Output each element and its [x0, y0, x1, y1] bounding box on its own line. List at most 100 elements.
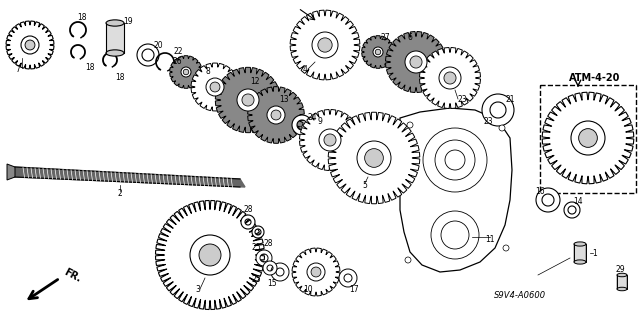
Circle shape: [25, 40, 35, 50]
Polygon shape: [542, 92, 634, 184]
Text: 26: 26: [172, 58, 182, 67]
Text: 17: 17: [349, 285, 359, 294]
Polygon shape: [290, 10, 360, 80]
Circle shape: [365, 149, 383, 167]
Circle shape: [312, 32, 338, 58]
Circle shape: [439, 67, 461, 89]
Polygon shape: [15, 167, 245, 187]
Text: 3: 3: [196, 285, 200, 294]
Text: 16: 16: [535, 188, 545, 196]
Wedge shape: [482, 94, 514, 126]
Circle shape: [319, 129, 341, 151]
Circle shape: [21, 36, 39, 54]
Text: 28: 28: [263, 239, 273, 249]
Wedge shape: [137, 44, 159, 66]
Polygon shape: [617, 275, 627, 289]
Text: 25: 25: [251, 244, 261, 252]
Wedge shape: [271, 263, 289, 281]
Circle shape: [407, 122, 413, 128]
Wedge shape: [339, 269, 357, 287]
Text: 18: 18: [115, 74, 125, 83]
Polygon shape: [292, 248, 340, 296]
Polygon shape: [6, 21, 54, 69]
Circle shape: [405, 51, 427, 73]
Circle shape: [503, 245, 509, 251]
Circle shape: [318, 38, 332, 52]
Circle shape: [242, 94, 254, 106]
Text: 18: 18: [85, 63, 95, 73]
Text: 11: 11: [485, 236, 495, 244]
Text: 5: 5: [363, 180, 367, 189]
Polygon shape: [191, 63, 239, 111]
Wedge shape: [564, 202, 580, 218]
Polygon shape: [419, 47, 481, 108]
Circle shape: [199, 244, 221, 266]
Circle shape: [579, 129, 597, 147]
Text: 28: 28: [243, 205, 253, 214]
Circle shape: [267, 106, 285, 124]
Circle shape: [307, 263, 325, 281]
Text: 29: 29: [615, 266, 625, 275]
Ellipse shape: [574, 242, 586, 246]
Polygon shape: [574, 244, 586, 262]
Text: 15: 15: [267, 279, 277, 289]
Text: 8: 8: [205, 68, 211, 76]
Text: 9: 9: [317, 117, 323, 126]
Text: ATM-4-20: ATM-4-20: [570, 73, 621, 83]
Circle shape: [357, 141, 391, 175]
FancyBboxPatch shape: [540, 85, 636, 193]
Circle shape: [405, 257, 411, 263]
Wedge shape: [252, 226, 264, 238]
Circle shape: [206, 78, 224, 96]
Circle shape: [311, 267, 321, 277]
Ellipse shape: [574, 260, 586, 264]
Circle shape: [190, 235, 230, 275]
Circle shape: [499, 125, 505, 131]
Text: 6: 6: [408, 34, 412, 43]
Wedge shape: [241, 215, 255, 229]
Ellipse shape: [106, 20, 124, 26]
Circle shape: [183, 69, 189, 75]
Text: 7: 7: [15, 66, 20, 75]
Text: 2: 2: [118, 188, 122, 197]
Polygon shape: [400, 108, 512, 272]
Polygon shape: [106, 23, 124, 53]
Polygon shape: [385, 31, 447, 92]
Text: 24: 24: [307, 114, 317, 123]
Circle shape: [375, 49, 381, 55]
Polygon shape: [328, 112, 420, 204]
Circle shape: [444, 72, 456, 84]
Polygon shape: [156, 201, 264, 309]
Text: 4: 4: [303, 66, 307, 75]
Circle shape: [571, 121, 605, 155]
Text: 14: 14: [573, 197, 583, 206]
Ellipse shape: [617, 273, 627, 277]
Text: 1: 1: [593, 249, 597, 258]
Text: 20: 20: [153, 41, 163, 50]
Polygon shape: [7, 164, 15, 180]
Text: 18: 18: [77, 13, 87, 22]
Text: FR.: FR.: [62, 267, 83, 284]
Ellipse shape: [617, 287, 627, 291]
Wedge shape: [256, 250, 272, 266]
Polygon shape: [170, 56, 202, 88]
Polygon shape: [300, 109, 360, 171]
Text: 10: 10: [303, 285, 313, 294]
Wedge shape: [292, 115, 312, 135]
Wedge shape: [263, 261, 277, 275]
Circle shape: [237, 89, 259, 111]
Text: 19: 19: [123, 18, 133, 27]
Text: 23: 23: [457, 95, 467, 105]
Ellipse shape: [106, 50, 124, 56]
Circle shape: [210, 82, 220, 92]
Text: 21: 21: [505, 95, 515, 105]
Circle shape: [410, 56, 422, 68]
Text: 13: 13: [279, 95, 289, 105]
Circle shape: [373, 47, 383, 57]
Circle shape: [324, 134, 336, 146]
Polygon shape: [248, 87, 305, 143]
Text: 25: 25: [251, 276, 261, 284]
Circle shape: [271, 110, 281, 120]
Circle shape: [181, 67, 191, 77]
Polygon shape: [215, 67, 281, 133]
